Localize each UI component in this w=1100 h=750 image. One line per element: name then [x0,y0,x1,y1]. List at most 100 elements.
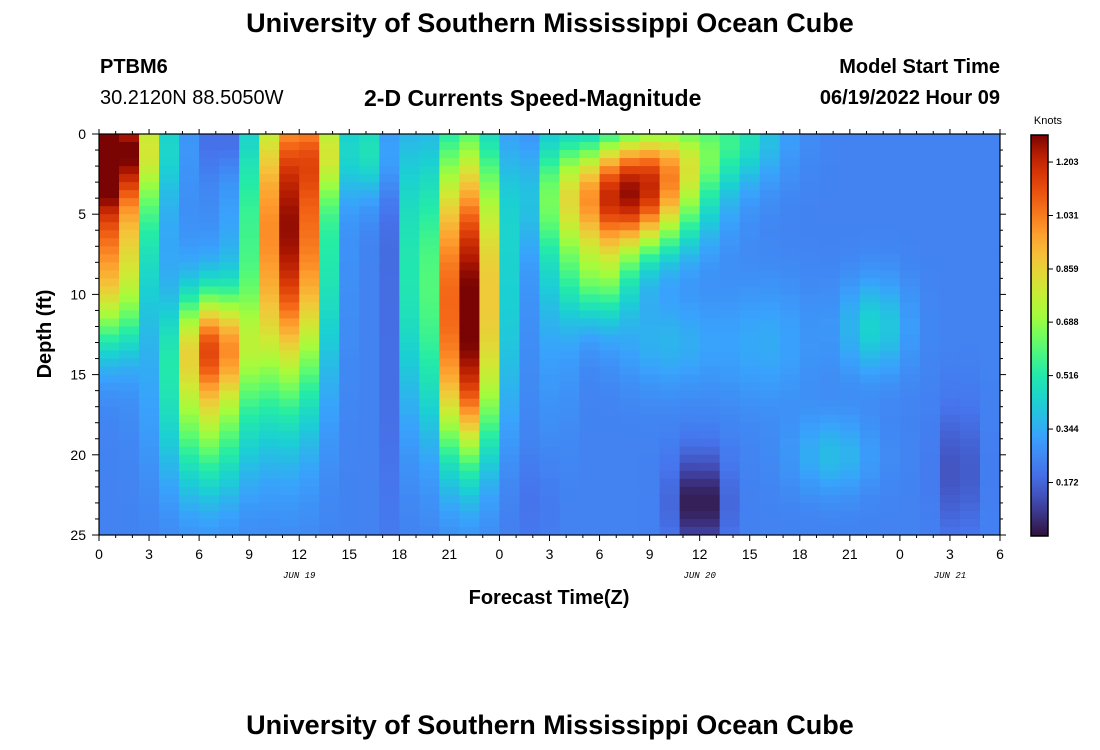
heatmap-cell [979,230,1000,239]
heatmap-cell [739,286,761,295]
heatmap-cell [539,486,561,496]
heatmap-cell [599,310,621,320]
heatmap-cell [499,334,521,344]
heatmap-cell [199,198,220,207]
heatmap-cell [879,246,901,255]
heatmap-cell [479,158,501,167]
heatmap-cell [119,366,140,376]
heatmap-cell [939,190,961,199]
heatmap-cell [959,438,981,448]
heatmap-cell [99,374,120,384]
heatmap-cell [519,278,541,287]
heatmap-cell [759,206,781,215]
plot-title: 2-D Currents Speed-Magnitude [364,85,702,111]
heatmap-cell [739,270,761,279]
heatmap-cell [499,430,521,440]
heatmap-cell [339,270,360,279]
heatmap-cell [519,390,541,400]
heatmap-cell [739,438,761,448]
heatmap-cell [979,462,1000,472]
heatmap-cell [719,286,741,295]
heatmap-cell [119,422,140,432]
heatmap-cell [299,150,320,159]
heatmap-cell [619,398,641,408]
heatmap-cell [919,430,941,440]
heatmap-cell [519,134,541,143]
heatmap-cell [679,334,701,344]
heatmap-cell [879,310,901,320]
heatmap-cell [679,326,701,336]
heatmap-cell [419,302,440,312]
heatmap-cell [139,262,160,271]
heatmap-cell [659,182,681,191]
heatmap-cell [399,358,420,368]
heatmap-cell [919,502,941,512]
heatmap-cell [959,190,981,199]
heatmap-cell [979,150,1000,159]
heatmap-cell [459,382,481,392]
heatmap-cell [119,510,140,520]
heatmap-cell [839,390,861,400]
heatmap-cell [599,486,621,496]
heatmap-cell [759,246,781,255]
heatmap-cell [219,422,240,432]
heatmap-cell [839,334,861,344]
heatmap-cell [139,454,160,464]
heatmap-cell [959,318,981,328]
heatmap-cell [979,182,1000,191]
heatmap-cell [659,246,681,255]
heatmap-cell [919,454,941,464]
heatmap-cell [479,510,501,520]
colorbar-scale [1030,134,1049,537]
heatmap-cell [699,406,721,416]
heatmap-cell [119,486,140,496]
heatmap-cell [239,494,260,504]
heatmap-cell [479,318,501,328]
heatmap-cell [139,198,160,207]
heatmap-cell [319,310,340,320]
heatmap-cell [759,326,781,336]
heatmap-cell [939,494,961,504]
heatmap-cell [839,358,861,368]
heatmap-cell [759,302,781,312]
heatmap-cell [579,318,601,328]
heatmap-cell [919,278,941,287]
heatmap-cell [259,358,280,368]
heatmap-cell [459,198,481,207]
heatmap-cell [879,326,901,336]
heatmap-cell [259,286,280,295]
heatmap-cell [199,438,220,448]
heatmap-cell [359,326,380,336]
heatmap-cell [139,310,160,320]
x-tick-label: 21 [442,546,458,562]
heatmap-cell [679,510,701,520]
heatmap-cell [479,310,501,320]
heatmap-cell [479,334,501,344]
heatmap-cell [439,438,460,448]
heatmap-cell [519,470,541,480]
colorbar-tick-label: 0.516 [1056,371,1079,381]
heatmap-cell [339,150,360,159]
heatmap-cell [539,438,561,448]
heatmap-cell [719,246,741,255]
heatmap-cell [879,494,901,504]
heatmap-cell [559,150,581,159]
heatmap-cell [279,238,300,247]
heatmap-cell [139,270,160,279]
heatmap-cell [979,342,1000,352]
heatmap-cell [439,222,460,231]
heatmap-cell [419,518,440,528]
heatmap-cell [839,262,861,271]
heatmap-cell [99,310,120,320]
heatmap-cell [819,214,841,223]
heatmap-cell [539,526,561,535]
heatmap-cell [479,254,501,263]
heatmap-cell [759,278,781,287]
heatmap-cell [839,502,861,512]
heatmap-cell [339,446,360,456]
heatmap-cell [639,206,661,215]
heatmap-cell [679,310,701,320]
heatmap-cell [679,382,701,392]
heatmap-cell [219,134,240,143]
heatmap-cell [179,502,200,512]
